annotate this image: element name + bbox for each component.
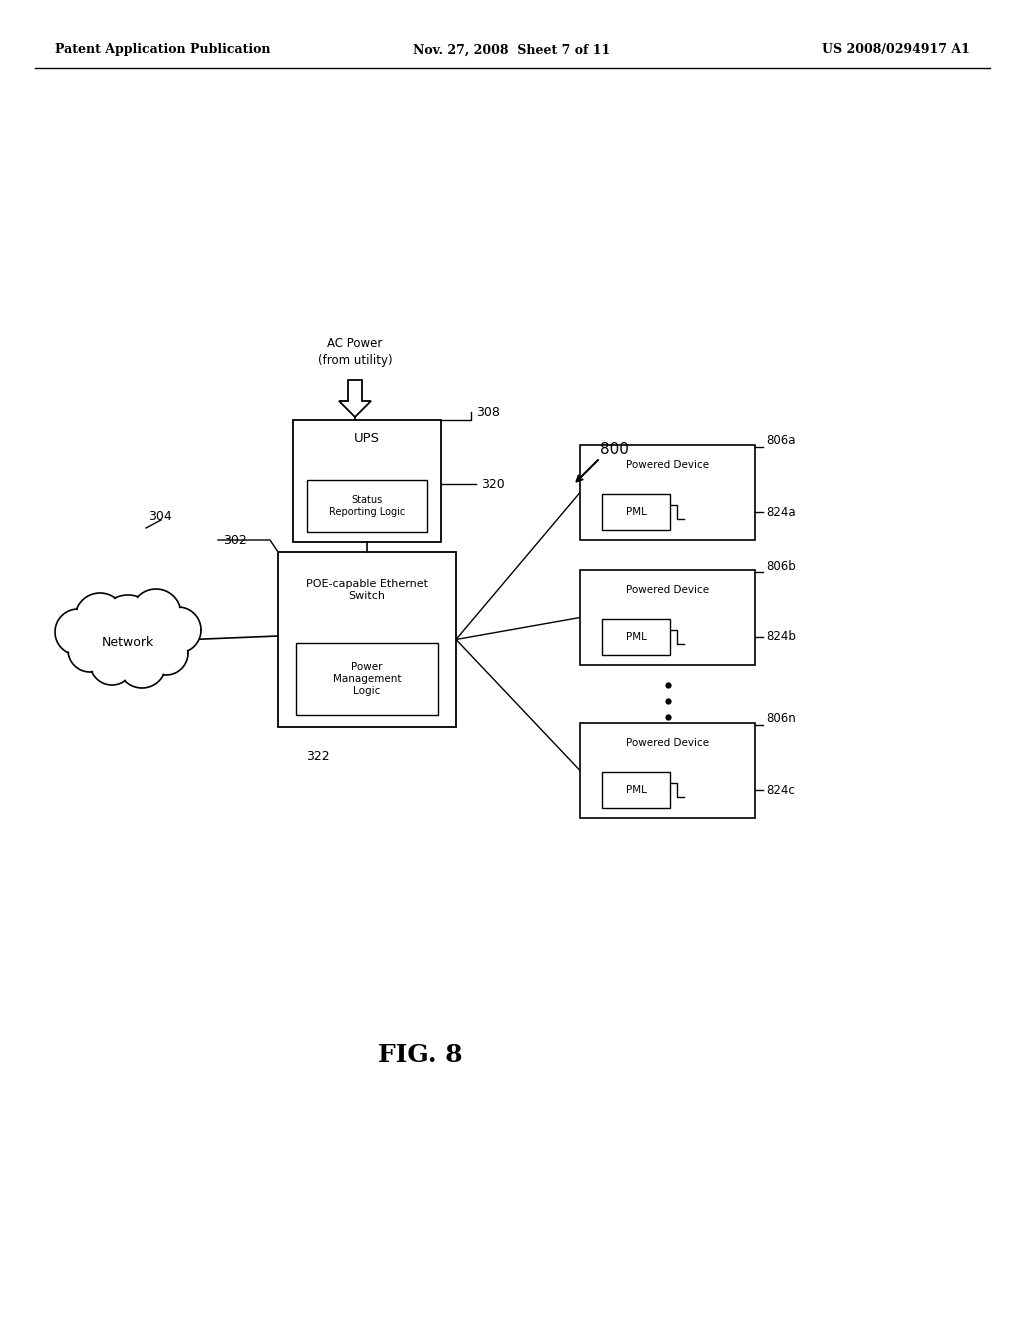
Text: Network: Network (101, 635, 155, 648)
Text: 806n: 806n (766, 713, 796, 726)
Text: 824c: 824c (766, 784, 795, 796)
Text: FIG. 8: FIG. 8 (378, 1043, 462, 1067)
Text: 304: 304 (148, 510, 172, 523)
Circle shape (155, 607, 201, 653)
FancyBboxPatch shape (602, 494, 670, 531)
Circle shape (144, 631, 188, 675)
Circle shape (75, 593, 125, 643)
Text: 806a: 806a (766, 434, 796, 447)
Text: 302: 302 (223, 533, 247, 546)
FancyBboxPatch shape (278, 552, 456, 727)
Text: 824b: 824b (766, 631, 796, 644)
Circle shape (90, 642, 134, 685)
FancyBboxPatch shape (602, 619, 670, 655)
Text: US 2008/0294917 A1: US 2008/0294917 A1 (822, 44, 970, 57)
Text: Power
Management
Logic: Power Management Logic (333, 663, 401, 696)
Text: AC Power
(from utility): AC Power (from utility) (317, 337, 392, 367)
Polygon shape (339, 380, 371, 417)
Text: PML: PML (626, 632, 646, 642)
Text: UPS: UPS (354, 432, 380, 445)
Text: Status
Reporting Logic: Status Reporting Logic (329, 495, 406, 517)
Circle shape (131, 589, 181, 639)
Text: Powered Device: Powered Device (626, 585, 709, 595)
FancyBboxPatch shape (580, 445, 755, 540)
Text: Powered Device: Powered Device (626, 459, 709, 470)
Text: 308: 308 (476, 405, 500, 418)
Text: PML: PML (626, 785, 646, 795)
FancyBboxPatch shape (296, 643, 438, 715)
Text: 322: 322 (306, 751, 330, 763)
FancyBboxPatch shape (580, 723, 755, 818)
FancyBboxPatch shape (307, 480, 427, 532)
FancyBboxPatch shape (580, 570, 755, 665)
Text: 320: 320 (481, 478, 505, 491)
FancyBboxPatch shape (602, 772, 670, 808)
Circle shape (55, 609, 101, 655)
FancyBboxPatch shape (293, 420, 441, 543)
Text: POE-capable Ethernet
Switch: POE-capable Ethernet Switch (306, 579, 428, 601)
Text: 806b: 806b (766, 560, 796, 573)
Circle shape (68, 628, 112, 672)
Text: Patent Application Publication: Patent Application Publication (55, 44, 270, 57)
Text: Nov. 27, 2008  Sheet 7 of 11: Nov. 27, 2008 Sheet 7 of 11 (414, 44, 610, 57)
Circle shape (98, 595, 158, 655)
Text: 800: 800 (600, 442, 629, 458)
Text: PML: PML (626, 507, 646, 517)
Text: Powered Device: Powered Device (626, 738, 709, 748)
Text: 824a: 824a (766, 506, 796, 519)
Circle shape (118, 640, 166, 688)
